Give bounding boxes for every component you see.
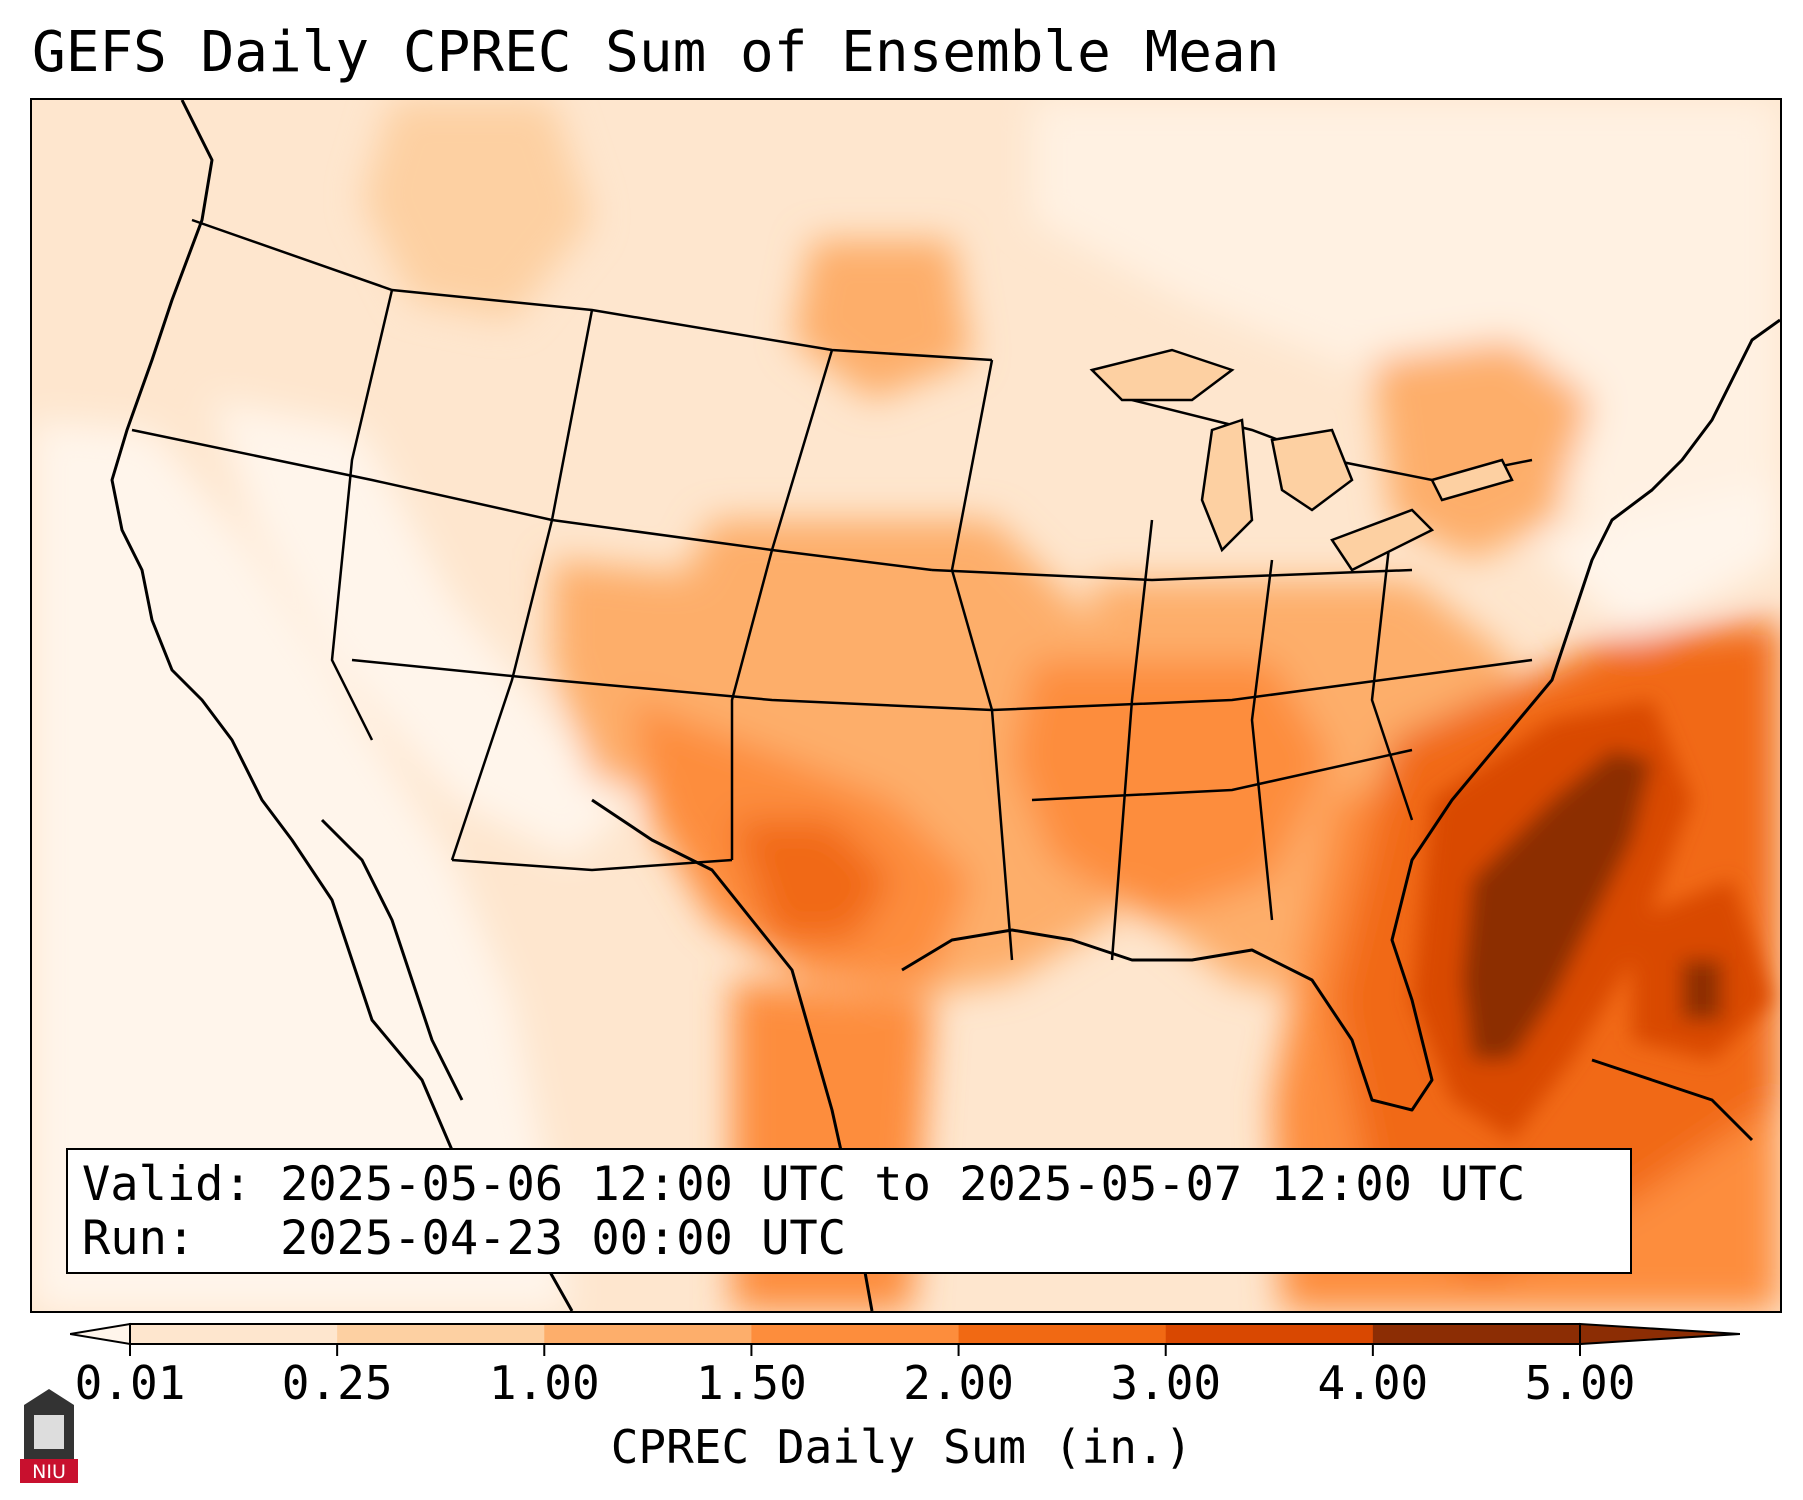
logo-window xyxy=(34,1415,64,1449)
border-midwest xyxy=(931,568,1413,582)
colorbar-ticks xyxy=(129,1344,1581,1356)
precip-area-basin xyxy=(212,400,632,860)
chart-title: GEFS Daily CPREC Sum of Ensemble Mean xyxy=(32,20,1280,85)
precip-field xyxy=(32,100,1780,1311)
colorbar-tick-label: 0.01 xyxy=(74,1356,186,1410)
precip-area-northern-rockies xyxy=(362,100,592,320)
precip-area-max-core xyxy=(1462,750,1652,1060)
coast-gulf-florida xyxy=(901,619,1574,1112)
precip-area-dakotas xyxy=(792,240,972,400)
precip-field-core xyxy=(1412,700,1772,1140)
colorbar-extend-high xyxy=(1579,1322,1740,1346)
colorbar-tick-label: 0.25 xyxy=(281,1356,393,1410)
coast-caribbean-islands xyxy=(1591,1058,1754,1142)
valid-time: Valid: 2025-05-06 12:00 UTC to 2025-05-0… xyxy=(82,1157,1526,1212)
coastlines xyxy=(110,100,1780,1311)
precip-area-offshore-max xyxy=(1682,960,1722,1020)
precip-area-texas-deep xyxy=(732,820,892,940)
coast-west xyxy=(110,100,574,1311)
lake-erie xyxy=(1330,508,1435,572)
colorbar-cell xyxy=(337,1324,545,1344)
run-time: Run: 2025-04-23 00:00 UTC xyxy=(82,1211,847,1266)
lake-ontario xyxy=(1430,458,1514,502)
border-idaho-nevada xyxy=(330,289,394,741)
border-new-mexico-south xyxy=(451,858,733,872)
coast-baja-gulf xyxy=(320,818,464,1101)
lake-michigan xyxy=(1200,418,1254,553)
border-alabama-georgia xyxy=(1250,559,1274,921)
validity-info-box: Valid: 2025-05-06 12:00 UTC to 2025-05-0… xyxy=(66,1148,1632,1274)
colorbar-extend-low xyxy=(70,1322,131,1346)
colorbar-label: CPREC Daily Sum (in.) xyxy=(610,1420,1193,1474)
logo-text: NIU xyxy=(32,1461,66,1483)
map-canvas xyxy=(32,100,1780,1311)
precip-area-atlantic-light xyxy=(1532,480,1780,640)
precip-area-northeast xyxy=(1372,340,1592,560)
precip-area-canada xyxy=(1032,100,1780,560)
colorbar-cell xyxy=(1165,1324,1374,1344)
border-plains-east xyxy=(950,359,1014,961)
colorbar-tick-label: 2.00 xyxy=(903,1356,1014,1410)
colorbar-tick-label: 1.50 xyxy=(696,1356,807,1410)
colorbar-cell xyxy=(544,1324,752,1344)
great-lakes xyxy=(1089,348,1514,572)
colorbar-tick-label: 3.00 xyxy=(1110,1356,1222,1410)
colorbar-cell xyxy=(751,1324,960,1344)
border-tn-south xyxy=(1031,748,1413,802)
colorbar-tick-label: 5.00 xyxy=(1524,1356,1636,1410)
border-carolinas xyxy=(1370,519,1414,821)
coast-northeast xyxy=(1570,318,1780,621)
border-colorado-nm xyxy=(730,349,834,860)
lake-huron xyxy=(1270,428,1354,512)
border-utah-arizona xyxy=(450,309,594,861)
border-row-3 xyxy=(351,658,1533,712)
colorbar-tick-label: 1.00 xyxy=(488,1356,600,1410)
colorbar-cell xyxy=(958,1324,1167,1344)
precip-area-west-light xyxy=(32,420,572,1311)
state-borders xyxy=(131,218,1533,961)
colorbar-cell xyxy=(130,1324,338,1344)
precipitation-map xyxy=(30,98,1782,1313)
niu-logo: NIU xyxy=(20,1389,78,1483)
colorbar-tick-label: 4.00 xyxy=(1317,1356,1429,1410)
colorbar xyxy=(70,1322,1740,1356)
logo-banner xyxy=(20,1459,78,1483)
colorbar-cells xyxy=(129,1323,1581,1345)
colorbar-cell xyxy=(1372,1324,1581,1344)
lake-superior xyxy=(1089,348,1235,402)
